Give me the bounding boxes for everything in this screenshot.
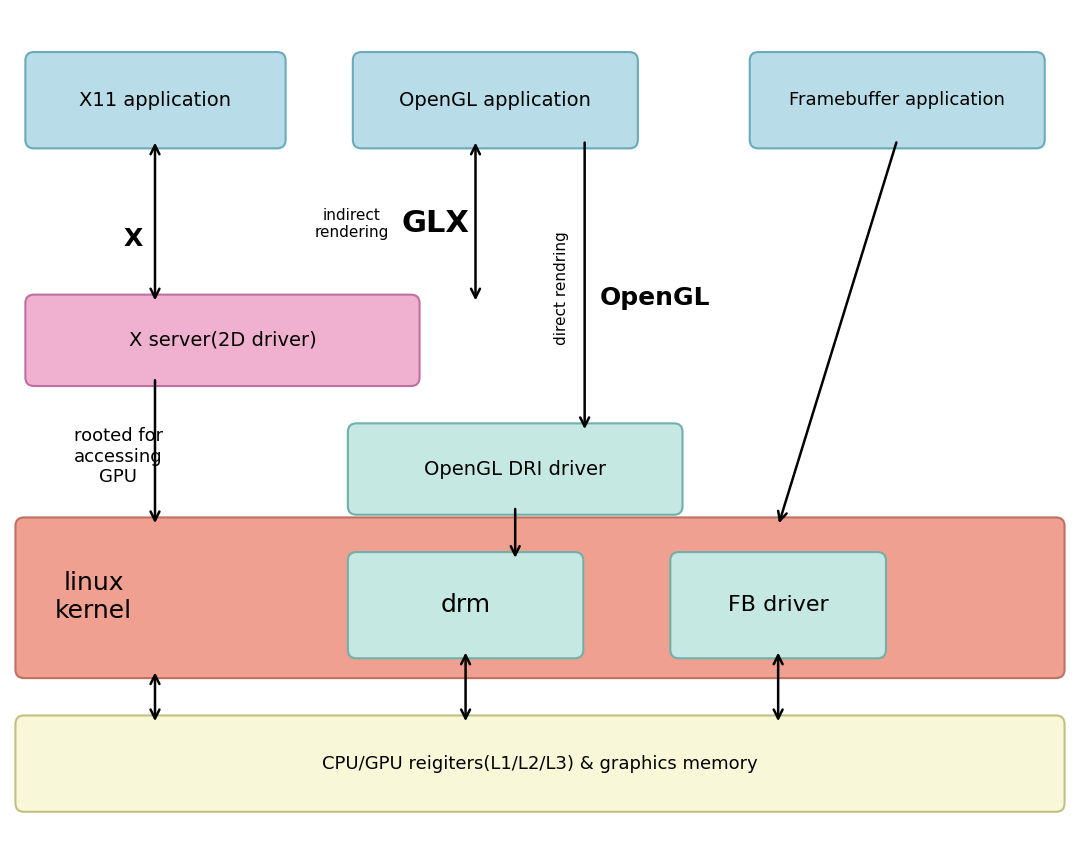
Text: linux
kernel: linux kernel bbox=[55, 572, 132, 623]
FancyBboxPatch shape bbox=[671, 552, 886, 658]
FancyBboxPatch shape bbox=[750, 52, 1044, 148]
Text: indirect
rendering: indirect rendering bbox=[314, 208, 389, 241]
FancyBboxPatch shape bbox=[353, 52, 638, 148]
Text: OpenGL DRI driver: OpenGL DRI driver bbox=[424, 460, 606, 479]
Text: FB driver: FB driver bbox=[728, 595, 828, 615]
FancyBboxPatch shape bbox=[15, 716, 1065, 811]
Text: Framebuffer application: Framebuffer application bbox=[789, 91, 1005, 109]
Text: CPU/GPU reigiters(L1/L2/L3) & graphics memory: CPU/GPU reigiters(L1/L2/L3) & graphics m… bbox=[322, 755, 758, 772]
FancyBboxPatch shape bbox=[25, 52, 285, 148]
Text: OpenGL application: OpenGL application bbox=[400, 91, 591, 110]
Text: direct rendring: direct rendring bbox=[554, 231, 569, 346]
Text: X11 application: X11 application bbox=[80, 91, 231, 110]
Text: OpenGL: OpenGL bbox=[599, 286, 710, 310]
FancyBboxPatch shape bbox=[25, 295, 419, 386]
FancyBboxPatch shape bbox=[348, 552, 583, 658]
FancyBboxPatch shape bbox=[348, 424, 683, 515]
Text: X server(2D driver): X server(2D driver) bbox=[129, 331, 316, 350]
Text: X: X bbox=[123, 227, 143, 251]
FancyBboxPatch shape bbox=[15, 518, 1065, 678]
Text: rooted for
accessing
GPU: rooted for accessing GPU bbox=[73, 427, 163, 486]
Text: GLX: GLX bbox=[401, 209, 469, 239]
Text: drm: drm bbox=[441, 593, 490, 617]
